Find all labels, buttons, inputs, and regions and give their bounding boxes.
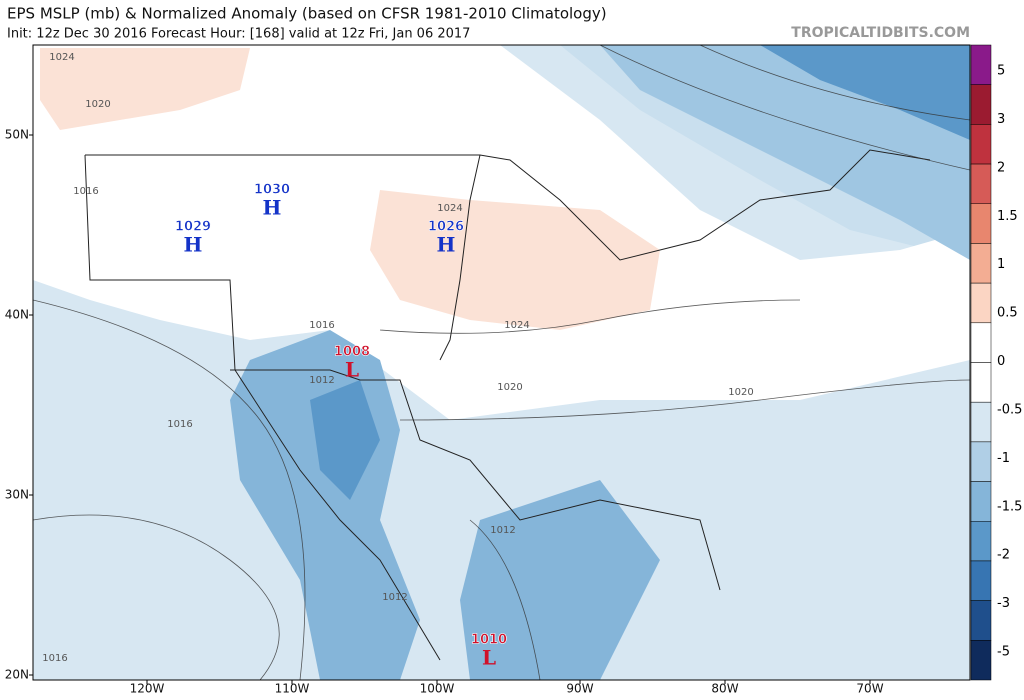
isobar-label: 1020 — [497, 382, 522, 393]
colorbar-label: -0.5 — [997, 402, 1022, 417]
colorbar-swatch — [970, 521, 992, 562]
lon-label: 80W — [711, 682, 738, 696]
lat-label: 40N — [5, 308, 29, 322]
isobar-label: 1024 — [504, 320, 529, 331]
colorbar-label: 5 — [997, 64, 1005, 79]
map-frame — [32, 44, 971, 681]
lon-label: 90W — [566, 682, 593, 696]
colorbar-swatch — [970, 163, 992, 204]
isobar-label: 1024 — [49, 52, 74, 63]
center-value: 1008 — [334, 345, 370, 360]
isobar-label: 1016 — [73, 186, 98, 197]
center-value: 1026 — [428, 220, 464, 235]
colorbar-label: 1 — [997, 257, 1005, 272]
lat-label: 30N — [5, 488, 29, 502]
colorbar-swatch — [970, 44, 992, 85]
colorbar-label: -2 — [997, 548, 1010, 563]
colorbar-swatch — [970, 481, 992, 522]
colorbar-swatch — [970, 362, 992, 403]
center-letter: L — [345, 358, 359, 382]
center-value: 1030 — [254, 183, 290, 198]
center-letter: H — [184, 233, 203, 257]
colorbar-swatch — [970, 640, 992, 681]
colorbar-label: 0.5 — [997, 306, 1018, 321]
colorbar-swatch — [970, 84, 992, 125]
watermark: TROPICALTIDBITS.COM — [791, 25, 970, 41]
colorbar-swatch — [970, 124, 992, 165]
colorbar-swatch — [970, 243, 992, 284]
lat-label: 20N — [5, 668, 29, 682]
lat-label: 50N — [5, 128, 29, 142]
center-value: 1010 — [471, 633, 507, 648]
lon-label: 120W — [130, 682, 165, 696]
lon-label: 70W — [856, 682, 883, 696]
colorbar-swatch — [970, 322, 992, 363]
center-letter: L — [482, 646, 496, 670]
colorbar-swatch — [970, 282, 992, 324]
colorbar-label: -5 — [997, 645, 1010, 660]
colorbar-label: -3 — [997, 596, 1010, 611]
isobar-label: 1016 — [167, 419, 192, 430]
colorbar-swatch — [970, 560, 992, 601]
colorbar-label: -1.5 — [997, 499, 1022, 514]
colorbar-label: 1.5 — [997, 209, 1018, 224]
colorbar-swatch — [970, 401, 992, 443]
title: EPS MSLP (mb) & Normalized Anomaly (base… — [7, 5, 607, 23]
colorbar-swatch — [970, 441, 992, 482]
colorbar-label: -1 — [997, 451, 1010, 466]
colorbar-label: 3 — [997, 112, 1005, 127]
colorbar-label: 2 — [997, 160, 1005, 175]
lon-label: 100W — [420, 682, 455, 696]
lon-label: 110W — [275, 682, 310, 696]
isobar-label: 1016 — [42, 653, 67, 664]
isobar-label: 1020 — [728, 387, 753, 398]
isobar-label: 1024 — [437, 203, 462, 214]
isobar-label: 1012 — [490, 525, 515, 536]
isobar-label: 1020 — [85, 99, 110, 110]
map — [33, 45, 970, 680]
colorbar-label: 0 — [997, 354, 1005, 369]
subtitle: Init: 12z Dec 30 2016 Forecast Hour: [16… — [7, 27, 470, 42]
center-letter: H — [263, 196, 282, 220]
center-letter: H — [437, 233, 456, 257]
isobar-label: 1012 — [382, 592, 407, 603]
colorbar-swatch — [970, 600, 992, 641]
colorbar-swatch — [970, 203, 992, 244]
isobar-label: 1012 — [309, 375, 334, 386]
isobar-label: 1016 — [309, 320, 334, 331]
center-value: 1029 — [175, 220, 211, 235]
